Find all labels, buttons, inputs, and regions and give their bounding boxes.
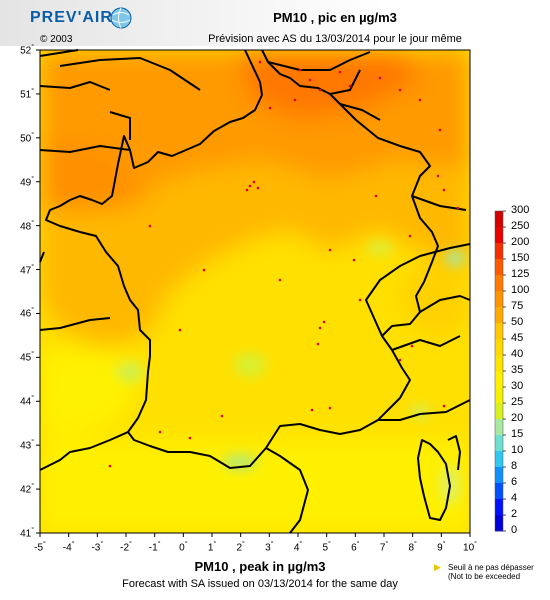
colorbar-label: 250 bbox=[511, 220, 530, 232]
colorbar-swatch bbox=[495, 227, 503, 244]
colorbar-label: 25 bbox=[511, 396, 524, 408]
colorbar-label: 6 bbox=[511, 476, 518, 488]
colorbar-swatch bbox=[495, 339, 503, 356]
colorbar-label: 35 bbox=[511, 364, 524, 376]
lat-label: 52° bbox=[20, 44, 34, 57]
colorbar-label: 75 bbox=[511, 300, 524, 312]
header-bar bbox=[0, 0, 550, 46]
lat-label: 45° bbox=[20, 351, 34, 364]
colorbar-label: 8 bbox=[511, 460, 518, 472]
colorbar-swatch bbox=[495, 307, 503, 324]
colorbar-swatch bbox=[495, 403, 503, 420]
colorbar-label: 200 bbox=[511, 236, 530, 248]
lon-label: 8° bbox=[408, 541, 417, 554]
colorbar-label: 40 bbox=[511, 348, 524, 360]
colorbar-swatch bbox=[495, 515, 503, 532]
lon-label: -4° bbox=[62, 541, 75, 554]
map-subtitle: Prévision avec AS du 13/03/2014 pour le … bbox=[208, 33, 462, 45]
lon-label: 0° bbox=[179, 541, 188, 554]
lon-label: -5° bbox=[34, 541, 46, 554]
colorbar-label: 150 bbox=[511, 252, 530, 264]
prevair-logo: PREV'AIR bbox=[30, 9, 113, 26]
marker-legend-icon: ▶ bbox=[434, 562, 441, 572]
lon-label: -2° bbox=[120, 541, 132, 554]
footer-title: PM10 , peak in µg/m3 bbox=[194, 559, 326, 574]
lon-label: 5° bbox=[322, 541, 331, 554]
lon-label: -1° bbox=[148, 541, 161, 554]
colorbar-swatch bbox=[495, 467, 503, 484]
lon-label: 2° bbox=[236, 541, 245, 554]
colorbar-swatch bbox=[495, 451, 503, 468]
colorbar-label: 125 bbox=[511, 268, 530, 280]
lat-label: 47° bbox=[20, 263, 34, 276]
colorbar-swatch bbox=[495, 211, 503, 228]
lon-label: 7° bbox=[379, 541, 389, 554]
colorbar-label: 4 bbox=[511, 492, 518, 504]
lon-label: 9° bbox=[437, 541, 446, 554]
lat-label: 49° bbox=[20, 175, 34, 189]
lat-label: 41° bbox=[20, 527, 34, 540]
colorbar-swatch bbox=[495, 387, 503, 404]
exceedance-markers bbox=[108, 60, 460, 468]
colorbar-label: 300 bbox=[511, 204, 530, 216]
legend-note-line2: (Not to be exceeded bbox=[448, 572, 521, 581]
colorbar-label: 10 bbox=[511, 444, 524, 456]
colorbar-swatch bbox=[495, 355, 503, 372]
footer-subtitle: Forecast with SA issued on 03/13/2014 fo… bbox=[122, 578, 398, 590]
colorbar-swatch bbox=[495, 275, 503, 292]
colorbar-swatch bbox=[495, 259, 503, 276]
colorbar-swatch bbox=[495, 483, 503, 500]
colorbar-swatch bbox=[495, 371, 503, 388]
colorbar-label: 15 bbox=[511, 428, 524, 440]
legend-note-line1: Seuil à ne pas dépasser bbox=[448, 563, 534, 572]
colorbar-label: 30 bbox=[511, 380, 524, 392]
colorbar-label: 100 bbox=[511, 284, 530, 296]
globe-icon bbox=[110, 7, 132, 29]
lat-label: 51° bbox=[20, 87, 34, 101]
colorbar-swatch bbox=[495, 499, 503, 516]
lat-label: 48° bbox=[20, 219, 34, 232]
lon-label: 10° bbox=[463, 541, 477, 554]
map-frame bbox=[39, 49, 471, 534]
lat-label: 43° bbox=[20, 439, 34, 452]
lat-label: 46° bbox=[20, 307, 34, 320]
colorbar-swatch bbox=[495, 323, 503, 340]
legend-note: Seuil à ne pas dépasser (Not to be excee… bbox=[448, 563, 534, 581]
colorbar-label: 0 bbox=[511, 524, 518, 536]
colorbar-label: 20 bbox=[511, 412, 524, 424]
map-title: PM10 , pic en µg/m3 bbox=[273, 10, 397, 25]
lat-label: 42° bbox=[20, 483, 34, 496]
colorbar-swatch bbox=[495, 435, 503, 452]
lat-label: 44° bbox=[20, 395, 34, 408]
colorbar-swatch bbox=[495, 243, 503, 260]
lat-label: 50° bbox=[20, 131, 34, 145]
colorbar-swatch bbox=[495, 419, 503, 436]
colorbar bbox=[494, 210, 506, 532]
copyright-text: © 2003 bbox=[40, 34, 73, 45]
lon-label: -3° bbox=[91, 541, 104, 554]
colorbar-swatch bbox=[495, 291, 503, 308]
lon-label: 1° bbox=[207, 541, 217, 554]
colorbar-label: 2 bbox=[511, 508, 518, 520]
lon-label: 4° bbox=[293, 541, 303, 554]
lon-label: 6° bbox=[351, 541, 360, 554]
axis-ticks bbox=[36, 49, 471, 537]
lon-label: 3° bbox=[265, 541, 274, 554]
france-coastline bbox=[39, 49, 471, 534]
colorbar-label: 45 bbox=[511, 332, 524, 344]
colorbar-label: 50 bbox=[511, 316, 524, 328]
